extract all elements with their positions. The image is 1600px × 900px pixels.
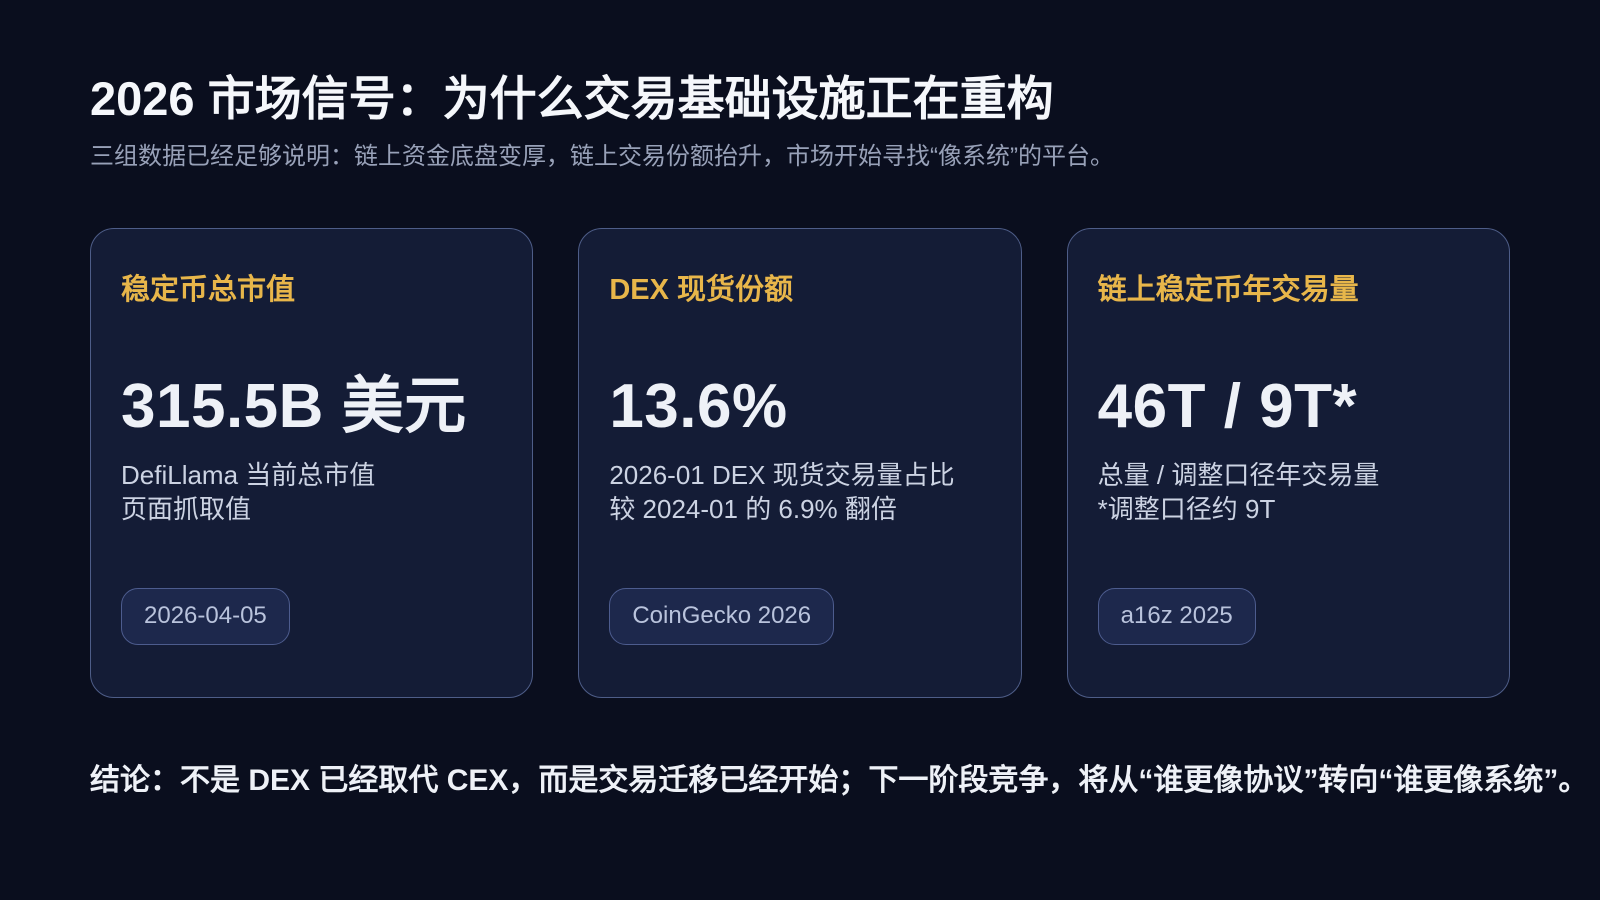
card-label: DEX 现货份额: [609, 274, 794, 307]
source-badge: 2026-04-05: [121, 588, 290, 646]
stat-card-dex-spot-share: DEX 现货份额 13.6% 2026-01 DEX 现货交易量占比 较 202…: [578, 228, 1022, 699]
conclusion-text: 结论：不是 DEX 已经取代 CEX，而是交易迁移已经开始；下一阶段竞争，将从“…: [90, 764, 1589, 798]
stat-card-stablecoin-volume: 链上稳定币年交易量 46T / 9T* 总量 / 调整口径年交易量 *调整口径约…: [1066, 228, 1510, 699]
page-title: 2026 市场信号：为什么交易基础设施正在重构: [90, 72, 1054, 125]
card-value: 46T / 9T*: [1097, 371, 1358, 441]
card-value: 13.6%: [609, 371, 788, 441]
stat-cards-row: 稳定币总市值 315.5B 美元 DefiLlama 当前总市值 页面抓取值 2…: [90, 228, 1510, 699]
card-description-line2: *调整口径约 9T: [1097, 494, 1276, 525]
card-description-line1: DefiLlama 当前总市值: [121, 460, 376, 491]
source-badge: CoinGecko 2026: [609, 588, 835, 646]
page-subtitle: 三组数据已经足够说明：链上资金底盘变厚，链上交易份额抬升，市场开始寻找“像系统”…: [90, 143, 1114, 171]
stat-card-stablecoin-marketcap: 稳定币总市值 315.5B 美元 DefiLlama 当前总市值 页面抓取值 2…: [90, 228, 534, 699]
card-description-line2: 页面抓取值: [121, 494, 252, 525]
card-description: 2026-01 DEX 现货交易量占比 较 2024-01 的 6.9% 翻倍: [609, 458, 988, 526]
source-badge: a16z 2025: [1097, 588, 1256, 646]
card-description-line1: 总量 / 调整口径年交易量: [1097, 460, 1380, 491]
card-label: 稳定币总市值: [121, 274, 296, 307]
card-description-line2: 较 2024-01 的 6.9% 翻倍: [609, 494, 897, 525]
card-description: 总量 / 调整口径年交易量 *调整口径约 9T: [1098, 458, 1477, 526]
card-label: 链上稳定币年交易量: [1097, 274, 1359, 307]
card-value: 315.5B 美元: [121, 371, 467, 441]
card-description: DefiLlama 当前总市值 页面抓取值: [121, 458, 500, 526]
card-description-line1: 2026-01 DEX 现货交易量占比: [609, 460, 955, 491]
